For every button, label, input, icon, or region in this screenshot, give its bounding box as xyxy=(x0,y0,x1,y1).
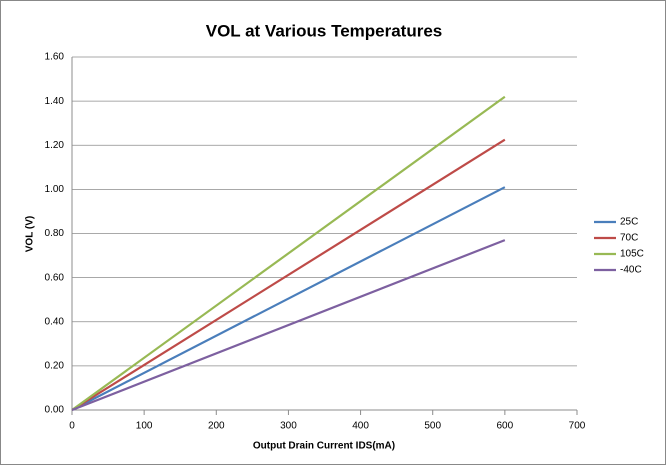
legend-label: 25C xyxy=(620,217,638,228)
series-line xyxy=(71,138,506,411)
legend-label: -40C xyxy=(620,265,642,276)
y-tick-label: 1.60 xyxy=(45,52,65,63)
y-tick-label: 1.00 xyxy=(45,184,65,195)
x-tick-label: 0 xyxy=(69,421,75,432)
series-line xyxy=(71,239,506,412)
y-tick-label: 0.00 xyxy=(45,405,65,416)
y-tick-label: 0.20 xyxy=(45,361,65,372)
y-tick-label: 0.60 xyxy=(45,272,65,283)
y-axis-title: VOL (V) xyxy=(25,216,36,252)
x-tick-label: 600 xyxy=(497,421,514,432)
series-line xyxy=(71,186,506,411)
y-tick-label: 0.40 xyxy=(45,316,65,327)
x-tick-label: 700 xyxy=(569,421,586,432)
x-tick-label: 300 xyxy=(280,421,297,432)
x-axis-title: Output Drain Current IDS(mA) xyxy=(253,441,395,452)
legend-label: 105C xyxy=(620,249,644,260)
legend-label: 70C xyxy=(620,233,638,244)
x-tick-label: 500 xyxy=(424,421,441,432)
x-tick-label: 100 xyxy=(136,421,153,432)
chart-title: VOL at Various Temperatures xyxy=(206,21,443,40)
x-tick-label: 400 xyxy=(352,421,369,432)
y-tick-label: 0.80 xyxy=(45,228,65,239)
y-tick-label: 1.20 xyxy=(45,140,65,151)
x-tick-label: 200 xyxy=(208,421,225,432)
y-tick-label: 1.40 xyxy=(45,96,65,107)
series-line xyxy=(71,95,506,411)
